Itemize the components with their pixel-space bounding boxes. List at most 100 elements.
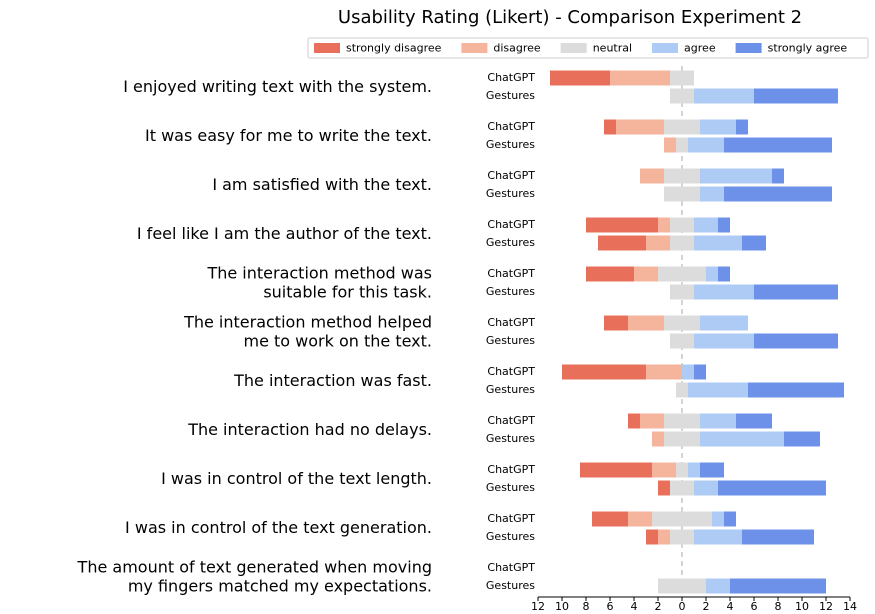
x-tick-label: 2 <box>703 600 710 613</box>
bar-segment <box>562 364 646 380</box>
x-tick-label: 8 <box>583 600 590 613</box>
group-label: Gestures <box>486 432 535 445</box>
bar-segment <box>646 235 670 251</box>
bar-segment <box>652 511 712 527</box>
group-label: ChatGPT <box>487 512 535 525</box>
bar-segment <box>676 382 688 398</box>
bar-segment <box>742 529 814 545</box>
group-label: ChatGPT <box>487 169 535 182</box>
bar-segment <box>664 137 676 153</box>
bar-segment <box>586 266 634 282</box>
group-label: ChatGPT <box>487 120 535 133</box>
bar-segment <box>712 511 724 527</box>
bar-segment <box>652 431 664 447</box>
bar-segment <box>658 529 670 545</box>
bar-segment <box>688 382 748 398</box>
bar-segment <box>640 168 664 184</box>
bar-segment <box>670 70 694 86</box>
group-label: ChatGPT <box>487 316 535 329</box>
bar-segment <box>676 137 688 153</box>
bar-segment <box>718 266 730 282</box>
legend-label: neutral <box>593 42 632 55</box>
question-label: I was in control of the text length. <box>161 469 432 488</box>
bar-segment <box>610 70 670 86</box>
bar-segment <box>724 186 832 202</box>
bar-segment <box>670 88 694 104</box>
legend-swatch <box>461 43 488 53</box>
group-label: Gestures <box>486 383 535 396</box>
bar-segment <box>664 413 700 429</box>
question-label: The interaction had no delays. <box>187 420 432 439</box>
bar-segment <box>694 364 706 380</box>
question-label: It was easy for me to write the text. <box>145 126 432 145</box>
bar-segment <box>718 480 826 496</box>
bar-segment <box>658 217 670 233</box>
question-label: I am satisfied with the text. <box>212 175 432 194</box>
bar-segment <box>700 413 736 429</box>
bar-segment <box>688 462 700 478</box>
bar-segment <box>688 137 724 153</box>
group-label: Gestures <box>486 236 535 249</box>
bar-segment <box>616 119 664 135</box>
bar-segment <box>700 315 748 331</box>
bar-segment <box>670 529 694 545</box>
group-label: ChatGPT <box>487 463 535 476</box>
bar-segment <box>658 480 670 496</box>
x-tick-label: 14 <box>843 600 857 613</box>
group-label: ChatGPT <box>487 218 535 231</box>
bar-segment <box>700 431 784 447</box>
legend-swatch <box>735 43 762 53</box>
bar-segment <box>724 511 736 527</box>
group-label: Gestures <box>486 285 535 298</box>
question-label: The interaction method helped me to work … <box>183 312 432 350</box>
bar-segment <box>646 364 682 380</box>
bar-segment <box>676 462 688 478</box>
group-label: ChatGPT <box>487 71 535 84</box>
chart-title: Usability Rating (Likert) - Comparison E… <box>338 7 802 28</box>
bar-segment <box>694 284 754 300</box>
legend-swatch <box>314 43 340 53</box>
x-tick-label: 2 <box>655 600 662 613</box>
bar-segment <box>754 333 838 349</box>
bar-segment <box>604 315 628 331</box>
group-label: Gestures <box>486 334 535 347</box>
bar-segment <box>670 235 694 251</box>
x-tick-label: 4 <box>727 600 734 613</box>
bar-segment <box>670 217 694 233</box>
bar-segment <box>736 119 748 135</box>
bar-segment <box>694 217 718 233</box>
bar-segment <box>664 431 700 447</box>
legend-swatch <box>652 43 679 53</box>
question-label: The interaction method was suitable for t… <box>206 263 432 301</box>
legend-swatch <box>560 43 587 53</box>
bar-segment <box>706 266 718 282</box>
bar-segment <box>700 186 724 202</box>
bar-segment <box>694 333 754 349</box>
question-label: I feel like I am the author of the text. <box>137 224 432 243</box>
bar-segment <box>670 284 694 300</box>
bar-segment <box>580 462 652 478</box>
bar-segment <box>706 578 730 594</box>
question-label: I enjoyed writing text with the system. <box>123 77 432 96</box>
bar-segment <box>700 119 736 135</box>
bar-segment <box>664 315 700 331</box>
legend-label: strongly disagree <box>346 42 442 55</box>
legend-label: agree <box>684 42 716 55</box>
bar-segment <box>742 235 766 251</box>
bar-segment <box>658 578 706 594</box>
bar-segment <box>664 186 700 202</box>
legend-label: disagree <box>493 42 541 55</box>
bar-segment <box>724 137 832 153</box>
question-label: I was in control of the text generation. <box>125 518 432 537</box>
question-label: The amount of text generated when moving… <box>77 557 432 595</box>
bar-segment <box>658 266 706 282</box>
group-label: ChatGPT <box>487 561 535 574</box>
bar-segment <box>598 235 646 251</box>
bar-segment <box>754 284 838 300</box>
bar-segment <box>694 235 742 251</box>
group-label: Gestures <box>486 579 535 592</box>
bar-segment <box>628 413 640 429</box>
bar-segment <box>718 217 730 233</box>
bar-segment <box>700 168 772 184</box>
group-label: Gestures <box>486 89 535 102</box>
